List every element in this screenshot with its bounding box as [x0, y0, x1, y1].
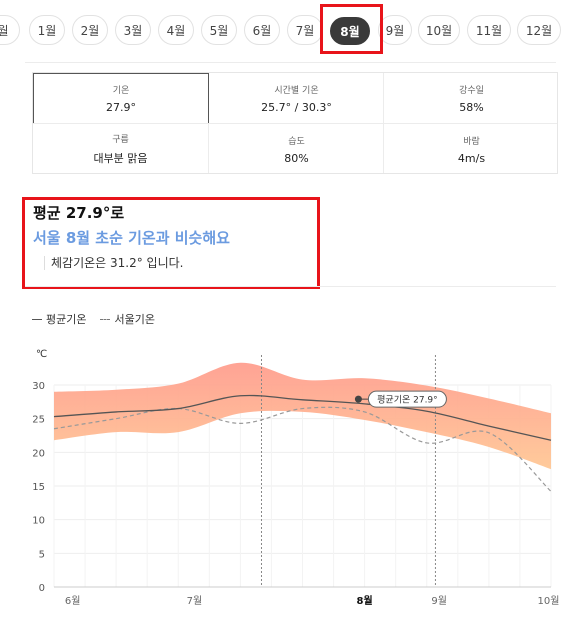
y-tick-label: 10	[32, 516, 45, 527]
month-selector: 월 1월 2월 3월 4월 5월 6월 7월 8월 9월 10월 11월 12월	[0, 0, 581, 62]
legend-item-avg: 평균기온	[32, 311, 86, 327]
month-pill-12[interactable]: 12월	[517, 15, 561, 45]
stat-label: 바람	[463, 136, 480, 147]
month-pill-4[interactable]: 4월	[158, 15, 194, 45]
y-tick-label: 15	[32, 482, 45, 493]
stat-value: 27.9°	[106, 101, 136, 114]
stat-value: 58%	[459, 100, 484, 114]
stat-hourly-temperature[interactable]: 시간별 기온 25.7° / 30.3°	[209, 73, 384, 123]
annotation-label: 평균기온 27.9°	[377, 395, 438, 406]
summary-subtitle: 서울 8월 초순 기온과 비슷해요	[33, 229, 230, 247]
stat-label: 습도	[288, 136, 305, 147]
x-tick-label: 6월	[65, 595, 81, 607]
month-pill-partial[interactable]: 월	[0, 15, 20, 45]
month-pill-6[interactable]: 6월	[244, 15, 280, 45]
stat-temperature[interactable]: 기온 27.9°	[33, 73, 209, 124]
legend-label: 평균기온	[46, 313, 87, 326]
month-pill-2[interactable]: 2월	[72, 15, 108, 45]
x-tick-label: 9월	[431, 595, 447, 607]
divider	[25, 286, 556, 287]
y-tick-label: 5	[39, 549, 45, 560]
stat-label: 구름	[112, 135, 129, 145]
stat-value: 25.7° / 30.3°	[261, 100, 332, 114]
stat-label: 강수일	[459, 85, 484, 96]
month-pill-9[interactable]: 9월	[378, 15, 412, 45]
stat-value: 80%	[284, 151, 309, 165]
stat-wind[interactable]: 바람 4m/s	[384, 124, 559, 174]
grid-divider-v	[383, 73, 384, 173]
stat-label: 시간별 기온	[274, 85, 319, 96]
stat-value: 대부분 맑음	[93, 152, 148, 165]
temperature-chart: 0 5 10 15 20 25 30 ℃ 6월 7월 8월 9월 10월 평균기온 27.9°	[32, 349, 560, 607]
temperature-range-band	[54, 362, 551, 470]
summary: 평균 27.9°로 서울 8월 초순 기온과 비슷해요	[33, 202, 230, 248]
weather-stats-grid: 기온 27.9° 시간별 기온 25.7° / 30.3° 강수일 58% 구름…	[32, 72, 558, 174]
x-tick-label: 8월	[357, 595, 373, 607]
dashed-line-icon	[100, 318, 111, 320]
stat-precipitation-days[interactable]: 강수일 58%	[384, 73, 559, 123]
month-pill-3[interactable]: 3월	[115, 15, 151, 45]
highlight-box-month	[320, 4, 383, 54]
month-pill-10[interactable]: 10월	[418, 15, 460, 45]
y-tick-label: 20	[32, 448, 45, 459]
seoul-temperature-line	[53, 406, 552, 492]
feels-like-note: 체감기온은 31.2° 입니다.	[44, 256, 183, 270]
chart-legend: 평균기온 서울기온	[32, 311, 155, 327]
x-tick-label: 10월	[538, 595, 560, 607]
stat-cloud[interactable]: 구름 대부분 맑음	[33, 124, 208, 174]
month-pill-11[interactable]: 11월	[467, 15, 511, 45]
month-pill-8-selected[interactable]: 8월	[330, 17, 370, 45]
solid-line-icon	[32, 318, 42, 320]
y-axis-unit: ℃	[36, 349, 47, 360]
legend-item-seoul: 서울기온	[100, 311, 155, 327]
highlight-box-summary	[22, 197, 320, 289]
month-pill-1[interactable]: 1월	[29, 15, 65, 45]
divider	[25, 62, 556, 63]
y-tick-label: 30	[32, 381, 45, 392]
y-tick-label: 0	[39, 583, 45, 594]
grid-divider-v	[208, 124, 209, 173]
summary-title: 평균 27.9°로	[33, 204, 125, 222]
stat-value: 4m/s	[457, 151, 486, 165]
month-pill-5[interactable]: 5월	[201, 15, 237, 45]
month-pill-7[interactable]: 7월	[287, 15, 323, 45]
stat-label: 기온	[112, 86, 130, 96]
y-tick-label: 25	[32, 415, 45, 426]
average-temperature-line	[53, 394, 552, 441]
stat-humidity[interactable]: 습도 80%	[209, 124, 384, 174]
annotation-bubble	[367, 390, 447, 408]
legend-label: 서울기온	[114, 313, 155, 326]
x-tick-label: 7월	[187, 595, 203, 607]
grid-divider-h	[33, 123, 557, 124]
